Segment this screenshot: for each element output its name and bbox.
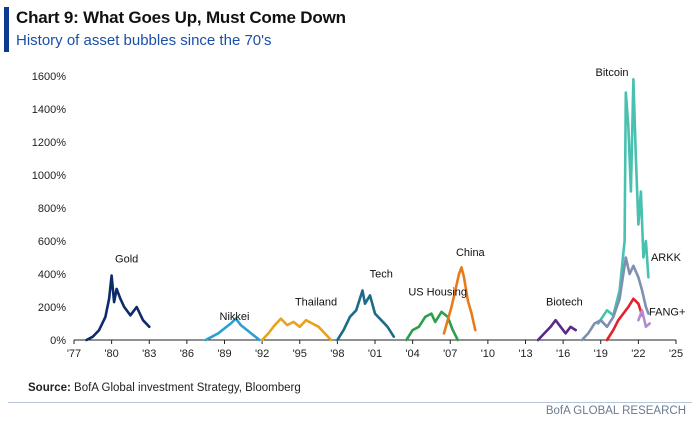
series-label: Nikkei bbox=[220, 311, 250, 323]
series-line-fang-tail bbox=[637, 308, 652, 329]
x-tick-label: '25 bbox=[669, 348, 683, 360]
x-tick-label: '01 bbox=[368, 348, 382, 360]
series-label: Thailand bbox=[295, 296, 337, 308]
x-tick-label: '77 bbox=[67, 348, 81, 360]
y-tick-label: 400% bbox=[38, 269, 66, 281]
x-tick-label: '86 bbox=[180, 348, 194, 360]
x-tick-label: '16 bbox=[556, 348, 570, 360]
series-line-nikkei bbox=[204, 317, 261, 342]
source-note: Source: BofA Global investment Strategy,… bbox=[28, 382, 301, 394]
x-tick-label: '04 bbox=[405, 348, 419, 360]
source-text: BofA Global investment Strategy, Bloombe… bbox=[74, 382, 301, 394]
series-label: China bbox=[456, 247, 486, 259]
series-line-arkk bbox=[580, 256, 650, 342]
title-accent-bar bbox=[4, 7, 9, 52]
series-label: FANG+ bbox=[649, 306, 685, 318]
series-label: Bitcoin bbox=[596, 67, 629, 79]
chart-subtitle: History of asset bubbles since the 70's bbox=[16, 32, 272, 49]
series-line-tech bbox=[336, 289, 396, 342]
series-line-gold bbox=[85, 274, 151, 342]
footer-divider bbox=[8, 402, 692, 403]
series-line-thailand bbox=[260, 317, 333, 342]
y-tick-label: 1600% bbox=[32, 71, 66, 83]
x-tick-label: '80 bbox=[104, 348, 118, 360]
source-label: Source: bbox=[28, 382, 71, 394]
x-tick-label: '07 bbox=[443, 348, 457, 360]
chart-plot: 0% 200% 400% 600% 800% 1000% 1200% 1400% 1600% '7… bbox=[32, 67, 686, 360]
series-line-biotech bbox=[536, 318, 578, 342]
x-tick-label: '19 bbox=[594, 348, 608, 360]
series-line-china bbox=[442, 266, 477, 335]
brand-label: BofA GLOBAL RESEARCH bbox=[545, 405, 686, 417]
y-tick-label: 200% bbox=[38, 302, 66, 314]
x-tick-label: '98 bbox=[330, 348, 344, 360]
y-tick-label: 0% bbox=[50, 335, 66, 347]
series-label: Biotech bbox=[546, 296, 583, 308]
x-tick-label: '22 bbox=[631, 348, 645, 360]
series-line-fang bbox=[605, 297, 644, 342]
y-tick-label: 1000% bbox=[32, 170, 66, 182]
x-tick-label: '92 bbox=[255, 348, 269, 360]
series-label: ARKK bbox=[651, 252, 682, 264]
y-tick-label: 1400% bbox=[32, 104, 66, 116]
series-label: Tech bbox=[370, 268, 393, 280]
x-tick-label: '89 bbox=[217, 348, 231, 360]
series-label: Gold bbox=[115, 253, 138, 265]
x-tick-label: '13 bbox=[518, 348, 532, 360]
y-tick-label: 600% bbox=[38, 236, 66, 248]
y-tick-label: 1200% bbox=[32, 137, 66, 149]
x-tick-label: '95 bbox=[293, 348, 307, 360]
x-tick-label: '83 bbox=[142, 348, 156, 360]
y-tick-label: 800% bbox=[38, 203, 66, 215]
chart-title: Chart 9: What Goes Up, Must Come Down bbox=[16, 8, 346, 27]
x-tick-label: '10 bbox=[481, 348, 495, 360]
series-label: US Housing bbox=[408, 286, 467, 298]
series-line-us-housing bbox=[405, 310, 460, 342]
